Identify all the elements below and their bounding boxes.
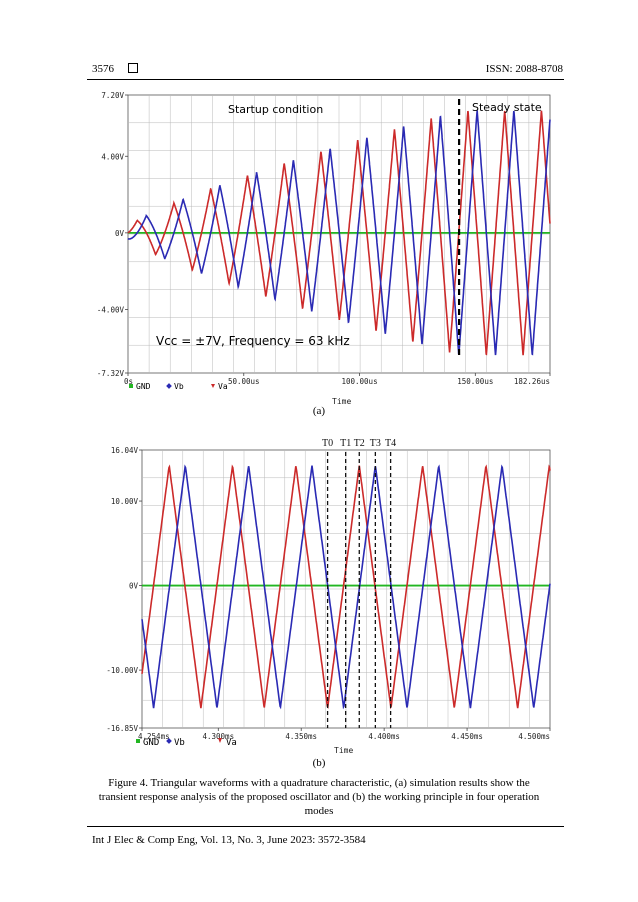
legend-va-a: Va [218,382,228,391]
time-marker-label-t4: T4 [385,438,396,449]
header-rule [87,79,564,80]
chart-a-legend: GND Vb Va [129,382,228,391]
issn-text: ISSN: 2088-8708 [485,63,563,75]
x-tick-label: 4.300ms [202,732,234,741]
series-va-a [127,110,551,356]
params-annotation: Vcc = ±7V, Frequency = 63 kHz [156,334,350,348]
chart-b: 16.04V 10.00V 0V -10.00V -16.85V 4.254ms 4.30… [106,438,551,755]
y-tick-label: -16.85V [106,724,138,733]
legend-vb-b: Vb [174,738,185,748]
time-marker-label-t1: T1 [340,438,351,449]
x-tick-label: 4.350ms [285,732,317,741]
chart-b-legend: GND Vb Va [136,738,237,748]
x-tick-label: 0s [124,377,133,386]
legend-va-b: Va [226,738,237,748]
y-tick-label: -4.00V [97,305,125,314]
chart-a-y-ticks: 7.20V 4.00V 0V -4.00V -7.32V [97,91,128,378]
y-tick-label: 4.00V [101,152,124,161]
series-vb-a [127,110,551,356]
y-tick-label: 10.00V [111,497,139,506]
x-tick-label: 150.00us [457,377,493,386]
x-tick-label: 182.26us [514,377,550,386]
figure-caption: Figure 4. Triangular waveforms with a qu… [98,777,540,817]
chart-a-xlabel: Time [332,397,351,406]
x-tick-label: 4.254ms [138,732,170,741]
x-tick-label: 50.00us [228,377,260,386]
x-tick-label: 4.500ms [518,732,550,741]
y-tick-label: -7.32V [97,369,125,378]
steady-annotation: Steady state [472,101,542,114]
time-markers: T0 T1 T2 T3 T4 [322,438,396,728]
legend-gnd-b: GND [143,738,159,748]
x-tick-label: 4.400ms [368,732,400,741]
x-tick-label: 4.450ms [451,732,483,741]
chart-b-x-ticks: 4.254ms 4.300ms 4.350ms 4.400ms 4.450ms 4.500… [138,728,551,741]
chart-a: 7.20V 4.00V 0V -4.00V -7.32V 0s 50.00us 100.00… [97,91,551,406]
y-tick-label: 7.20V [101,91,124,100]
header-square-icon [128,63,138,73]
legend-gnd-a: GND [136,382,151,391]
chart-b-xlabel: Time [334,746,353,755]
page-number: 3576 [92,63,138,75]
time-marker-label-t2: T2 [354,438,365,449]
x-tick-label: 100.00us [341,377,377,386]
footer-rule [87,826,564,827]
y-tick-label: 16.04V [111,446,139,455]
time-marker-label-t3: T3 [370,438,381,449]
sublabel-b: (b) [312,757,326,769]
y-tick-label: 0V [129,582,139,591]
time-marker-label-t0: T0 [322,438,333,449]
footer-citation: Int J Elec & Comp Eng, Vol. 13, No. 3, J… [92,834,366,846]
startup-annotation: Startup condition [228,103,323,116]
y-tick-label: -10.00V [106,666,138,675]
chart-a-x-ticks: 0s 50.00us 100.00us 150.00us 182.26us [124,373,551,386]
sublabel-a: (a) [312,405,326,417]
chart-b-y-ticks: 16.04V 10.00V 0V -10.00V -16.85V [106,446,142,733]
legend-vb-a: Vb [174,382,184,391]
y-tick-label: 0V [115,229,125,238]
